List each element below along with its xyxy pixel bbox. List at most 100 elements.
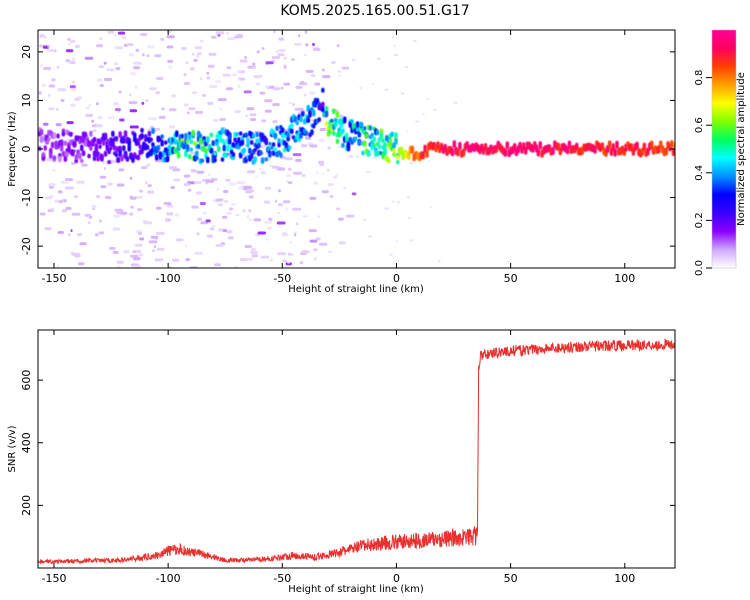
spectrogram-cell [217,203,224,207]
spectrogram-cell [315,237,321,241]
spectrogram-cell [87,221,91,225]
spectrogram-cell [61,209,68,213]
spectrogram-cell [106,196,112,200]
spectrogram-cell [248,209,251,213]
spectrogram-cell [47,44,50,48]
spectrogram-cell [309,144,318,148]
spectrogram-cell [116,183,125,187]
spectrogram-cell [123,250,130,254]
spectrogram-cell [95,124,103,128]
spectrogram-cell [337,70,342,73]
spectrogram-cell [169,125,175,129]
spectrogram-cell [272,103,280,107]
spectrogram-cell [286,174,291,177]
spectrogram-cell [330,195,334,198]
spectrogram-cell [147,184,152,188]
spectrogram-cell [140,133,144,140]
spectrogram-cell [319,163,325,167]
spectrogram-cell [330,118,334,123]
spectrogram-cell [240,139,245,146]
spectrogram-cell [196,143,201,149]
spectrogram-cell [359,121,363,128]
spectrogram-cell [433,108,437,111]
spectrogram-cell [173,178,181,182]
spectrogram-cell [47,137,51,142]
spectrogram-cell [56,65,60,69]
spectrogram-cell [148,117,157,121]
spectrogram-cell [80,158,84,163]
x-tick-label: -150 [41,572,66,585]
spectrogram-cell [95,233,99,237]
spectrogram-cell [392,152,396,157]
spectrogram-cell [133,61,142,65]
spectrogram-cell [170,186,175,189]
spectrogram-cell [265,85,270,88]
spectrogram-cell [220,157,225,162]
spectrogram-cell [642,142,647,151]
spectrogram-cell [376,57,381,60]
spectrogram-cell [363,126,367,131]
spectrogram-cell [74,97,80,101]
spectrogram-cell [264,109,272,113]
spectrogram-cell [189,67,195,71]
spectrogram-cell [277,138,281,144]
spectrogram-cell [191,129,195,137]
spectrogram-cell [153,245,157,249]
spectrogram-cell [227,236,234,240]
spectrogram-cell [214,80,222,84]
spectrogram-cell [458,142,462,150]
spectrogram-cell [148,240,158,244]
spectrogram-cell [52,169,56,172]
spectrogram-cell [361,150,365,156]
spectrogram-cell [158,115,166,119]
y-tick-label: 0 [20,146,33,153]
spectrogram-cell [50,141,55,149]
spectrogram-cell [282,259,287,263]
spectrogram-cell [362,218,367,221]
spectrogram-cell [248,147,252,154]
spectrogram-cell [211,35,217,39]
spectrogram-cell [238,186,243,190]
spectrogram-cell [413,40,417,42]
spectrogram-cell [70,39,76,43]
spectrogram-x-ticks: -150 -100 -50 0 50 100 [41,30,635,285]
y-tick-label: -20 [20,237,33,255]
spectrogram-cell [196,232,200,236]
spectrogram-cell [421,151,426,160]
spectrogram-cell [391,36,395,39]
spectrogram-cell [536,148,541,157]
spectrogram-cell [430,206,433,209]
spectrogram-cell [338,241,346,245]
x-tick-label: -100 [156,272,181,285]
spectrogram-cell [219,118,226,121]
spectrogram-cell [130,254,139,258]
spectrogram-cell [194,46,203,50]
spectrogram-cell [207,101,214,105]
spectrogram-cell [396,201,401,204]
spectrogram-cell [41,155,46,162]
spectrogram-cell [65,207,72,210]
spectrogram-cell [415,120,420,123]
spectrogram-cell [208,173,211,177]
spectrogram-cell [332,131,336,136]
spectrogram-cell [263,220,273,224]
spectrogram-cell [206,156,210,164]
spectrogram-cell [65,186,74,190]
spectrogram-cell [99,84,104,88]
spectrogram-cell [53,49,57,53]
spectrogram-cell [313,181,318,185]
spectrogram-cell [48,183,56,187]
spectrogram-cell [278,189,281,193]
spectrogram-cell [197,52,202,56]
spectrogram-cell [69,61,76,64]
spectrogram-cell [134,85,138,89]
spectrogram-cell [183,174,191,178]
spectrogram-cell [115,67,121,71]
spectrogram-cell [270,145,274,150]
spectrogram-cell [74,158,78,164]
spectrogram-cell [185,258,191,262]
spectrogram-cell [149,137,153,142]
spectrogram-cell [319,128,326,131]
spectrogram-cell [273,147,278,152]
spectrogram-cell [135,48,140,52]
